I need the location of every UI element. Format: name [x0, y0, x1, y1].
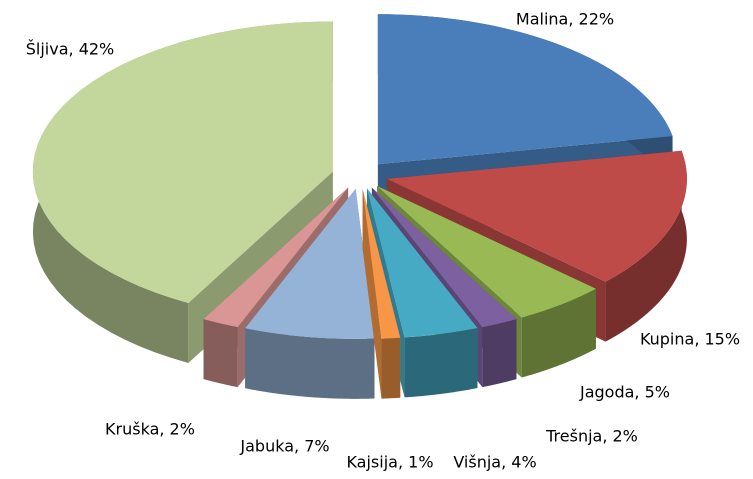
- slice-side: [203, 187, 349, 380]
- data-label: Jabuka, 7%: [239, 437, 329, 456]
- data-label: Malina, 22%: [516, 10, 614, 29]
- data-label: Kajsija, 1%: [346, 453, 433, 472]
- slice-side: [203, 319, 238, 388]
- slice-side: [605, 150, 687, 342]
- slice: [362, 188, 401, 399]
- data-label: Kruška, 2%: [105, 420, 195, 439]
- data-label: Kupina, 15%: [640, 330, 740, 349]
- slice-top: [377, 186, 596, 318]
- data-label: Trešnja, 2%: [545, 427, 638, 446]
- slice-side: [362, 188, 382, 399]
- slice-top: [377, 14, 673, 165]
- slice-top: [371, 187, 517, 328]
- data-label: Višnja, 4%: [453, 453, 536, 472]
- data-label: Šljiva, 42%: [26, 40, 115, 59]
- slice-side: [245, 328, 375, 399]
- slice-top: [203, 187, 349, 328]
- slice-top: [32, 21, 333, 303]
- slice-top: [362, 188, 401, 339]
- slice-side: [381, 337, 401, 399]
- slice-top: [366, 188, 478, 338]
- slice-side: [404, 328, 478, 398]
- slice-side: [521, 288, 596, 378]
- slice-top: [386, 150, 687, 282]
- slice-side: [482, 319, 517, 388]
- slice-top: [245, 188, 375, 339]
- data-label: Jagoda, 5%: [579, 383, 670, 402]
- slice: [245, 188, 375, 399]
